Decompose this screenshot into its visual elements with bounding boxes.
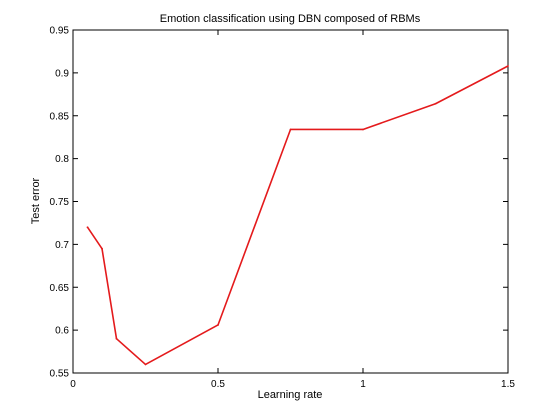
y-tick-label: 0.8 [55, 154, 69, 165]
x-tick-label: 0 [70, 379, 76, 390]
y-tick-label: 0.95 [50, 26, 70, 37]
y-tick-label: 0.85 [50, 111, 70, 122]
chart-title: Emotion classification using DBN compose… [160, 13, 421, 25]
data-point [362, 128, 364, 131]
y-tick-label: 0.7 [55, 240, 69, 251]
x-tick-label: 1.5 [501, 379, 515, 390]
data-point [434, 102, 437, 105]
data-point [144, 363, 147, 366]
data-point [289, 128, 292, 131]
series-layer [86, 65, 509, 366]
data-point [101, 247, 103, 250]
data-point [507, 65, 509, 67]
x-tick-label: 1 [360, 379, 366, 390]
y-tick-label: 0.75 [50, 197, 70, 208]
y-tick-label: 0.55 [50, 369, 70, 380]
data-point [115, 337, 118, 340]
data-point [217, 324, 219, 326]
y-tick-label: 0.65 [50, 283, 70, 294]
y-axis: 0.55 0.6 0.65 0.7 0.75 0.8 0.85 0.9 0.95 [50, 26, 508, 380]
data-point [86, 226, 89, 229]
plot-area [72, 29, 509, 374]
x-axis-label: Learning rate [258, 389, 323, 401]
y-axis-label: Test error [30, 177, 42, 224]
y-tick-label: 0.6 [55, 326, 69, 337]
x-axis: 0 0.5 1 1.5 [70, 30, 515, 390]
y-tick-label: 0.9 [55, 68, 69, 79]
x-tick-label: 0.5 [211, 379, 225, 390]
